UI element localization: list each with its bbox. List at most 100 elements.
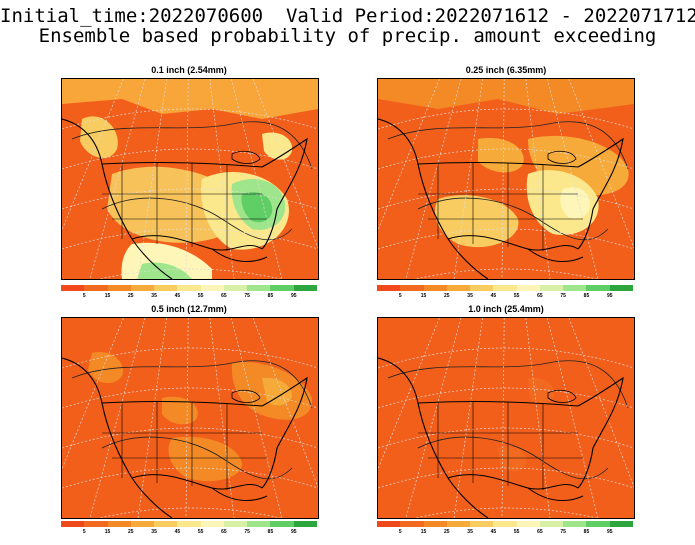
- west-coastline: [62, 357, 173, 518]
- longitude-line: [378, 318, 440, 470]
- contour-line: [71, 121, 313, 170]
- colorbar-label: 45: [174, 293, 181, 299]
- colorbar-label: 65: [537, 529, 543, 535]
- colorbar-segment: [154, 521, 178, 527]
- colorbar-segment: [609, 285, 634, 291]
- colorbar-segment: [247, 521, 271, 527]
- precip-region: [560, 187, 590, 219]
- colorbar-label: 5: [398, 293, 402, 299]
- precip-region: [162, 396, 198, 425]
- colorbar-segment: [400, 521, 425, 527]
- map-panel-4: [377, 317, 635, 519]
- colorbar-2: 5 15 25 35 45 55 65 75 85 95: [377, 285, 634, 299]
- colorbar-segment: [539, 521, 564, 527]
- longitude-line: [89, 318, 146, 518]
- latitude-line: [378, 387, 634, 409]
- us-canada-border: [101, 162, 263, 168]
- colorbar-segment: [177, 521, 202, 527]
- longitude-line: [525, 79, 551, 279]
- colorbar-segment: [563, 521, 587, 527]
- longitude-line: [209, 79, 235, 279]
- colorbar-label: 15: [104, 529, 111, 535]
- colorbar-label: 25: [444, 293, 450, 299]
- colorbar-label: 95: [606, 293, 613, 299]
- colorbar-label: 45: [490, 293, 497, 299]
- colorbar-label: 65: [221, 529, 227, 535]
- colorbar-segment: [247, 285, 271, 291]
- precip-region: [378, 79, 634, 114]
- contour-line: [387, 360, 629, 409]
- longitude-line: [547, 318, 599, 518]
- colorbar-label: 5: [82, 529, 86, 535]
- colorbar-segment: [563, 285, 587, 291]
- colorbar-segment: [493, 285, 518, 291]
- chart-title-line1: Initial_time:2022070600 Valid Period:202…: [0, 5, 695, 27]
- gulf-coastline: [211, 248, 268, 262]
- latitude-line: [62, 427, 318, 449]
- longitude-line: [89, 79, 146, 279]
- colorbar-label: 75: [244, 293, 250, 299]
- gulf-coastline: [527, 487, 584, 501]
- longitude-line: [62, 318, 124, 470]
- latitude-line: [62, 108, 318, 130]
- east-coastline: [577, 376, 624, 489]
- precip-region: [137, 262, 192, 279]
- colorbar-segment: [400, 285, 425, 291]
- east-coastline: [261, 376, 308, 489]
- gulf-coastline: [211, 487, 268, 501]
- map-panel-3: [61, 317, 319, 519]
- colorbar-label: 95: [290, 529, 297, 535]
- colorbar-segment: [61, 521, 85, 527]
- us-canada-border: [417, 401, 579, 407]
- colorbar-segment: [200, 521, 225, 527]
- latitude-line: [378, 148, 634, 170]
- colorbar-label: 55: [197, 293, 204, 299]
- colorbar-label: 5: [82, 293, 86, 299]
- latitude-line: [62, 148, 318, 170]
- panel-title-3: 0.5 inch (12.7mm): [151, 304, 227, 314]
- precip-region: [62, 79, 318, 119]
- colorbar-segment: [293, 521, 318, 527]
- colorbar-segment: [423, 285, 448, 291]
- colorbar-segment: [516, 521, 541, 527]
- great-lakes: [547, 150, 577, 164]
- colorbar-segment: [586, 521, 611, 527]
- colorbar-segment: [84, 285, 109, 291]
- colorbar-4: 5 15 25 35 45 55 65 75 85 95: [377, 521, 634, 535]
- east-coastline: [577, 137, 624, 250]
- colorbar-label: 35: [467, 529, 473, 535]
- map-graphic-3: [62, 318, 318, 518]
- colorbar-label: 55: [513, 293, 520, 299]
- colorbar-label: 15: [420, 529, 427, 535]
- longitude-line: [185, 79, 189, 279]
- latitude-line: [62, 387, 318, 409]
- chart-title-line2: Ensemble based probability of precip. am…: [38, 25, 657, 47]
- us-mexico-border: [131, 474, 263, 490]
- colorbar-segment: [107, 521, 132, 527]
- colorbar-label: 45: [490, 529, 497, 535]
- colorbar-segment: [516, 285, 541, 291]
- precip-region: [478, 138, 524, 173]
- contour-line: [71, 360, 313, 409]
- panel-title-2: 0.25 inch (6.35mm): [465, 65, 547, 75]
- colorbar-segment: [223, 285, 248, 291]
- colorbar-1: 5 15 25 35 45 55 65 75 85 95: [61, 285, 318, 299]
- panel-title-4: 1.0 inch (25.4mm): [468, 304, 544, 314]
- precip-region: [262, 132, 293, 160]
- us-canada-border: [417, 162, 579, 168]
- latitude-line: [378, 427, 634, 449]
- longitude-line: [405, 318, 462, 518]
- map-graphic-2: [378, 79, 634, 279]
- latitude-line: [62, 467, 318, 489]
- colorbar-segment: [423, 521, 448, 527]
- great-lakes: [231, 389, 261, 403]
- us-canada-border: [101, 401, 263, 407]
- panel-title-1: 0.1 inch (2.54mm): [151, 65, 227, 75]
- great-lakes: [231, 150, 261, 164]
- longitude-line: [185, 318, 189, 518]
- longitude-line: [405, 79, 462, 279]
- colorbar-label: 85: [267, 529, 274, 535]
- colorbar-label: 55: [513, 529, 520, 535]
- contour-line: [387, 121, 629, 170]
- map-graphic-1: [62, 79, 318, 279]
